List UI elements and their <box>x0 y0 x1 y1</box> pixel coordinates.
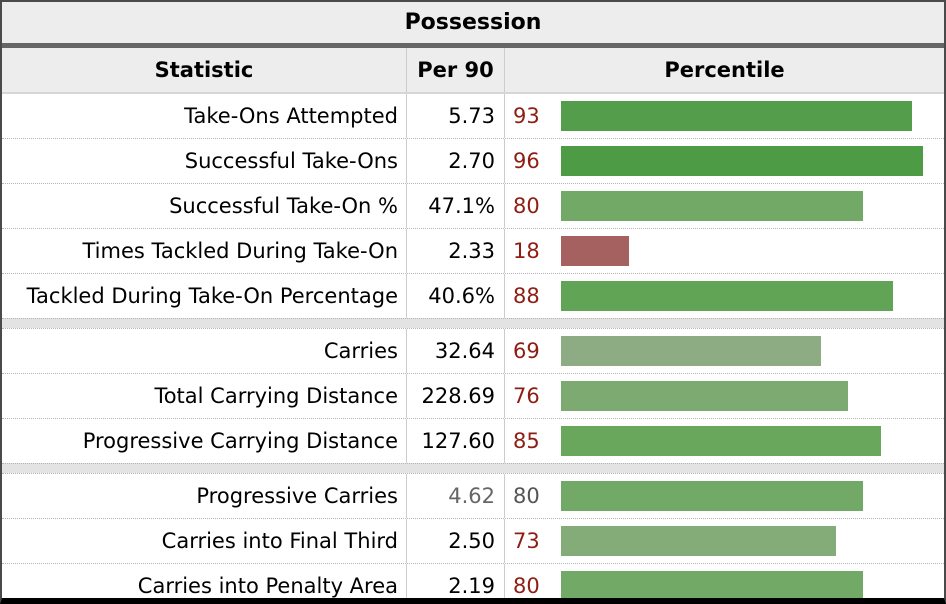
percentile-cell: 69 <box>505 329 944 373</box>
percentile-cell: 80 <box>505 564 944 598</box>
percentile-bar-track <box>561 101 938 131</box>
percentile-number: 96 <box>513 149 540 173</box>
statistic-label: Take-Ons Attempted <box>2 94 407 138</box>
column-header-row: Statistic Per 90 Percentile <box>2 48 944 94</box>
percentile-bar-track <box>561 426 938 456</box>
per90-value: 2.50 <box>407 519 505 563</box>
percentile-bar <box>561 526 837 556</box>
statistic-label: Carries into Final Third <box>2 519 407 563</box>
percentile-bar-track <box>561 336 938 366</box>
percentile-bar-track <box>561 381 938 411</box>
percentile-bar-track <box>561 281 938 311</box>
percentile-number: 88 <box>513 284 540 308</box>
percentile-bar <box>561 101 912 131</box>
per90-value: 2.19 <box>407 564 505 598</box>
group-divider <box>2 318 944 328</box>
statistic-label: Successful Take-On % <box>2 184 407 228</box>
per90-value: 4.62 <box>407 474 505 518</box>
per90-value: 47.1% <box>407 184 505 228</box>
per90-value: 32.64 <box>407 329 505 373</box>
per90-value: 228.69 <box>407 374 505 418</box>
percentile-bar <box>561 571 863 598</box>
percentile-number: 80 <box>513 194 540 218</box>
percentile-number: 69 <box>513 339 540 363</box>
table-row: Carries 32.64 69 <box>2 328 944 373</box>
per90-value: 127.60 <box>407 419 505 463</box>
table-row: Carries into Penalty Area 2.19 80 <box>2 563 944 598</box>
statistic-label: Tackled During Take-On Percentage <box>2 274 407 318</box>
percentile-bar <box>561 336 822 366</box>
percentile-cell: 76 <box>505 374 944 418</box>
percentile-cell: 93 <box>505 94 944 138</box>
table-row: Take-Ons Attempted 5.73 93 <box>2 94 944 138</box>
percentile-bar-track <box>561 146 938 176</box>
percentile-bar <box>561 191 863 221</box>
percentile-bar-track <box>561 571 938 598</box>
percentile-bar <box>561 146 923 176</box>
percentile-bar-track <box>561 191 938 221</box>
percentile-cell: 18 <box>505 229 944 273</box>
percentile-cell: 96 <box>505 139 944 183</box>
title-divider <box>2 43 944 48</box>
percentile-number: 93 <box>513 104 540 128</box>
percentile-bar <box>561 426 882 456</box>
table-row: Successful Take-On % 47.1% 80 <box>2 183 944 228</box>
percentile-bar <box>561 481 863 511</box>
percentile-bar-track <box>561 481 938 511</box>
per90-value: 2.33 <box>407 229 505 273</box>
percentile-cell: 73 <box>505 519 944 563</box>
statistic-label: Carries into Penalty Area <box>2 564 407 598</box>
statistic-label: Successful Take-Ons <box>2 139 407 183</box>
percentile-bar <box>561 236 629 266</box>
table-body: Take-Ons Attempted 5.73 93 Successful Take-… <box>2 94 944 598</box>
per90-value: 40.6% <box>407 274 505 318</box>
statistic-label: Total Carrying Distance <box>2 374 407 418</box>
column-header-statistic: Statistic <box>2 48 407 92</box>
per90-value: 5.73 <box>407 94 505 138</box>
column-header-per90: Per 90 <box>407 48 505 92</box>
percentile-bar <box>561 281 893 311</box>
table-row: Successful Take-Ons 2.70 96 <box>2 138 944 183</box>
percentile-bar <box>561 381 848 411</box>
percentile-number: 85 <box>513 429 540 453</box>
percentile-bar-track <box>561 526 938 556</box>
statistic-label: Progressive Carrying Distance <box>2 419 407 463</box>
table-row: Total Carrying Distance 228.69 76 <box>2 373 944 418</box>
percentile-number: 73 <box>513 529 540 553</box>
percentile-number: 80 <box>513 484 540 508</box>
percentile-cell: 80 <box>505 474 944 518</box>
percentile-cell: 88 <box>505 274 944 318</box>
percentile-number: 18 <box>513 239 540 263</box>
table-row: Times Tackled During Take-On 2.33 18 <box>2 228 944 273</box>
table-row: Progressive Carries 4.62 80 <box>2 473 944 518</box>
percentile-cell: 80 <box>505 184 944 228</box>
group-divider <box>2 463 944 473</box>
table-title: Possession <box>2 2 944 43</box>
statistic-label: Progressive Carries <box>2 474 407 518</box>
percentile-cell: 85 <box>505 419 944 463</box>
per90-value: 2.70 <box>407 139 505 183</box>
column-header-percentile: Percentile <box>664 58 785 82</box>
statistic-label: Times Tackled During Take-On <box>2 229 407 273</box>
percentile-number: 80 <box>513 574 540 598</box>
table-row: Tackled During Take-On Percentage 40.6% 88 <box>2 273 944 318</box>
statistic-label: Carries <box>2 329 407 373</box>
percentile-bar-track <box>561 236 938 266</box>
percentile-number: 76 <box>513 384 540 408</box>
table-row: Carries into Final Third 2.50 73 <box>2 518 944 563</box>
table-row: Progressive Carrying Distance 127.60 85 <box>2 418 944 463</box>
